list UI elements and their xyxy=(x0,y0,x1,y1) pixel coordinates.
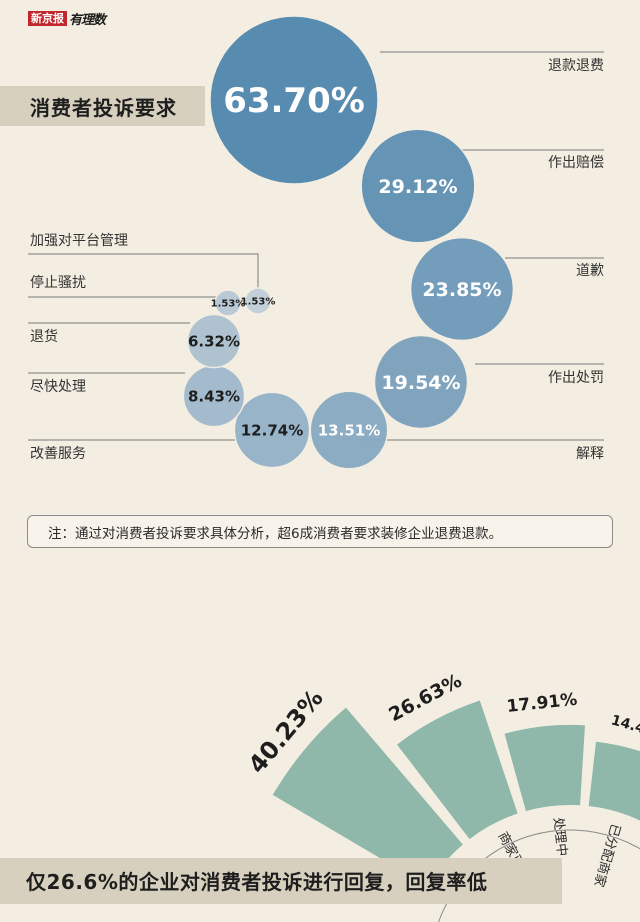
bubble-category-label: 解释 xyxy=(576,446,604,462)
bubble-category-label: 作出处罚 xyxy=(548,370,604,386)
radial-bar-chart: 40.23%完成投诉26.63%商家已回复17.91%处理中14.46%已分配商… xyxy=(243,670,640,922)
footer-title-band xyxy=(0,858,562,904)
bubble-category-label: 加强对平台管理 xyxy=(30,233,128,249)
bubble-value-label: 8.43% xyxy=(188,387,240,405)
bubble-value-label: 12.74% xyxy=(241,421,303,439)
bubble-0 xyxy=(209,15,379,185)
fan-bar-2 xyxy=(504,724,585,812)
fan-bar-1 xyxy=(397,700,518,840)
logo-youlishu: 有理数 xyxy=(69,12,106,28)
fan-value-label: 14.46% xyxy=(609,712,640,743)
footer-title: 仅26.6%的企业对消费者投诉进行回复，回复率低 xyxy=(26,870,488,894)
bubble-8 xyxy=(214,289,242,317)
fan-bar-0 xyxy=(272,707,463,887)
bubble-value-label: 29.12% xyxy=(378,176,457,198)
bubble-category-label: 道歉 xyxy=(576,262,604,279)
bubble-value-label: 1.53% xyxy=(241,297,276,308)
fan-category-label: 处理中 xyxy=(550,817,569,857)
fan-value-label: 17.91% xyxy=(506,690,579,717)
section-title-band xyxy=(0,86,205,126)
bubble-category-label: 尽快处理 xyxy=(30,379,86,395)
bubble-chart: 63.70% 退款退费 29.12% 作出赔偿 23.85% 道歉 19.54% 作出处罚 13… xyxy=(28,15,604,470)
bubble-3 xyxy=(373,334,469,430)
bubble-value-label: 6.32% xyxy=(188,332,240,350)
bubble-value-label: 19.54% xyxy=(381,372,460,394)
section-title: 消费者投诉要求 xyxy=(30,96,177,120)
brand-logo: 新京报 有理数 xyxy=(28,10,106,28)
bubble-category-label: 停止骚扰 xyxy=(30,274,86,291)
bubble-category-label: 改善服务 xyxy=(30,446,86,462)
bubble-value-label: 23.85% xyxy=(422,279,501,301)
bubble-category-label: 退款退费 xyxy=(548,58,604,74)
bubble-value-label: 63.70% xyxy=(223,81,365,121)
bubble-category-label: 作出赔偿 xyxy=(548,155,604,171)
bubble-1 xyxy=(360,128,476,244)
bubble-value-label: 1.53% xyxy=(211,299,246,310)
fan-bar-3 xyxy=(588,741,640,821)
note-box xyxy=(27,515,613,548)
bubble-5 xyxy=(233,391,311,469)
note-text: 注：通过对消费者投诉要求具体分析，超6成消费者要求装修企业退费退款。 xyxy=(48,526,503,542)
bubble-category-label: 退货 xyxy=(30,328,58,345)
bubble-7 xyxy=(186,313,242,369)
bubble-connector xyxy=(28,253,259,295)
bubble-2 xyxy=(409,236,515,342)
bubble-value-label: 13.51% xyxy=(318,421,380,439)
bubble-9 xyxy=(244,287,272,315)
logo-xinjingbao: 新京报 xyxy=(28,10,67,26)
